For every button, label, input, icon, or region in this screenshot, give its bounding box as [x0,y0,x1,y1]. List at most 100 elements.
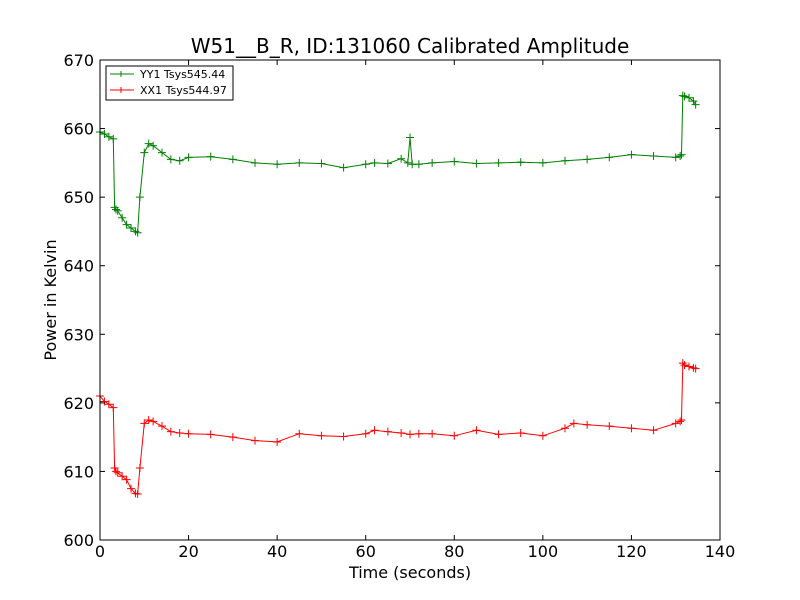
series-2-point [605,422,614,431]
legend-label-xx1: XX1 Tsys544.97 [140,84,227,97]
series-1-point [406,133,414,142]
series-2-point [166,427,175,436]
series-2-point [494,430,503,439]
x-axis-title: Time (seconds) [348,563,471,582]
series-1-point [649,152,658,160]
series-1-point [583,155,592,164]
series-2-point [149,417,158,426]
series-2-point [680,361,689,370]
series-1-point [671,153,680,162]
series-1-point [472,159,481,168]
series-1-point [361,160,370,169]
series-1-point [158,148,166,157]
series-2-point [206,430,215,439]
series-2-point [251,436,259,445]
series-2-point [671,419,680,428]
y-axis-title: Power in Kelvin [41,239,60,360]
series-2-point [583,420,592,429]
series-1-point [100,130,109,139]
series-2-point [140,419,149,428]
series-2-point [383,427,392,436]
series-2-point [113,468,122,477]
series-2-point [685,362,693,371]
series-2-point [184,429,193,438]
series-2-point [118,472,127,481]
series-1-point [428,158,437,167]
series-1-point [538,158,547,167]
series-2-point [110,464,119,472]
series-2-point [428,429,437,438]
series-1-point [113,206,122,215]
series-1-point [397,154,406,163]
series-2-point [100,397,109,406]
series-1-point [140,148,149,157]
legend-marker-xx1 [118,87,124,93]
ticks-layer: 0 20 40 60 80 100 120 140 600 610 620 630 640 650 660 6… [63,51,735,561]
series-1-point [228,155,237,164]
y-tick-label: 630 [63,325,94,344]
series-1-point [561,156,569,165]
series-2-point [538,431,547,440]
y-tick-label: 610 [63,462,94,481]
series-2-point [109,403,118,412]
series-2-point [122,475,131,484]
series-1-point [295,158,304,167]
series-2-point [406,430,414,439]
x-tick-label: 80 [444,542,464,561]
series-1-point [403,158,412,167]
series-1-point [149,141,158,150]
series-2-point [295,429,304,438]
series-1-point [676,152,685,160]
series-2-point [397,429,406,438]
series-1-point [251,158,259,167]
y-tick-label: 600 [63,531,94,550]
series-1-point [691,100,700,109]
y-tick-label: 670 [63,51,94,70]
series-2-point [135,464,144,472]
series-layer [96,91,700,499]
series-2-point [627,424,636,433]
series-1-point [104,132,113,141]
y-tick-label: 660 [63,120,94,139]
x-tick-label: 40 [267,542,287,561]
series-2-point [273,437,282,446]
legend-label-yy1: YY1 Tsys545.44 [139,68,225,81]
series-1-point [273,160,282,169]
series-2-point [450,431,459,440]
series-2-point [691,364,700,373]
series-2-point [414,429,423,438]
series-2-point [649,426,658,435]
series-1-point [122,220,131,229]
series-2-point [472,426,481,435]
x-tick-label: 20 [178,542,198,561]
series-2-point [104,400,113,409]
y-tick-label: 650 [63,188,94,207]
y-tick-label: 640 [63,257,94,276]
series-2-point [228,433,237,442]
series-1-point [516,158,525,167]
legend-box [105,65,234,101]
series-2-point [339,432,348,441]
series-2-point [127,484,135,493]
series-1-point [133,228,142,237]
series-1-point [450,157,459,166]
series-1-point [680,92,689,101]
series-2-point [111,467,120,476]
series-1-point [144,139,153,148]
series-2-point [317,431,326,440]
series-1-point [317,159,326,168]
y-tick-label: 620 [63,394,94,413]
series-1-point [627,150,636,159]
chart-title: W51__B_R, ID:131060 Calibrated Amplitude [191,34,630,58]
series-1-point [175,156,184,165]
series-1-point [135,193,144,202]
series-1-point [339,163,348,172]
legend: YY1 Tsys545.44 XX1 Tsys544.97 [105,65,234,101]
series-1-point [118,213,127,222]
series-1-point [678,91,687,100]
plot-area [100,60,720,540]
series-2-point [678,359,687,368]
series-2-point [175,429,184,438]
series-1-point [605,153,614,162]
